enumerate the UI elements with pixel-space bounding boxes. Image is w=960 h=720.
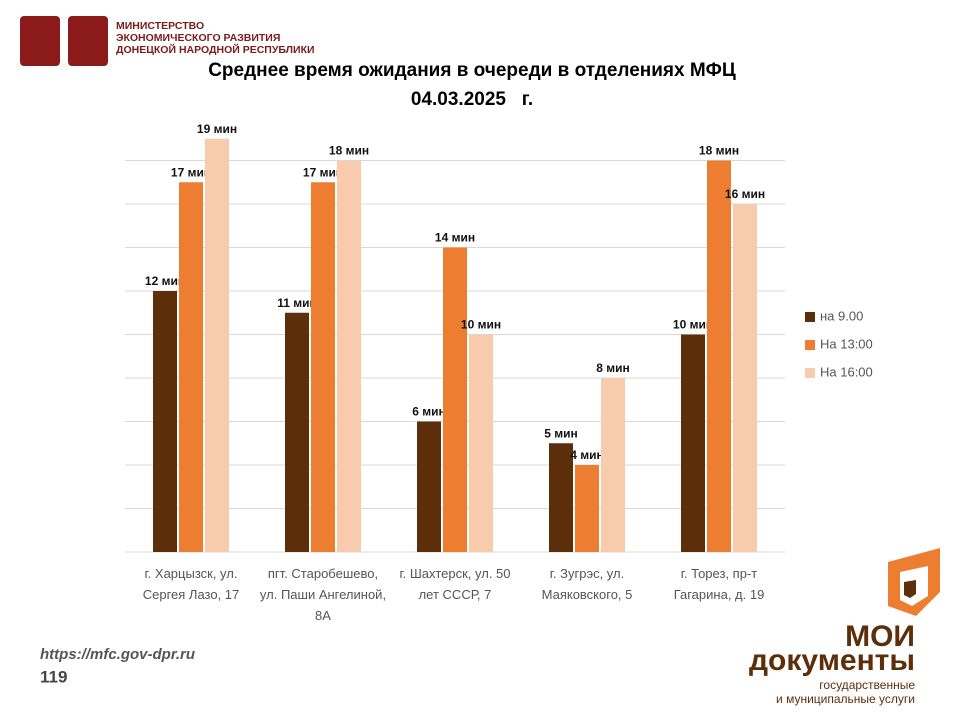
data-label: 8 мин (596, 361, 630, 375)
data-label: 4 мин (570, 448, 604, 462)
footer-url: https://mfc.gov-dpr.ru (40, 646, 195, 663)
data-label: 5 мин (544, 426, 578, 440)
data-label: 14 мин (435, 231, 475, 245)
data-label: 16 мин (725, 187, 765, 201)
page-number: 119 (40, 667, 67, 686)
data-label: 18 мин (699, 144, 739, 158)
bar (443, 247, 467, 552)
data-label: 11 мин (277, 296, 317, 310)
data-label: 17 мин (171, 165, 211, 179)
bar (707, 160, 731, 552)
legend-label: На 16:00 (820, 364, 873, 379)
bar (153, 291, 177, 552)
x-tick-label: пгт. Старобешево, ул. Паши Ангелиной, 8А (259, 566, 387, 623)
bar (179, 182, 203, 552)
bar (417, 421, 441, 552)
bar (469, 334, 493, 552)
emblem (68, 16, 108, 66)
bar (575, 465, 599, 552)
data-label: 19 мин (197, 122, 237, 136)
bar (681, 334, 705, 552)
legend-swatch (805, 340, 815, 350)
header-line: ЭКОНОМИЧЕСКОГО РАЗВИТИЯ (116, 32, 280, 44)
legend-swatch (805, 312, 815, 322)
x-tick-label: г. Зугрэс, ул. Маяковского, 5 (541, 566, 633, 602)
header-line: МИНИСТЕРСТВО (116, 20, 204, 32)
bar (733, 204, 757, 552)
data-label: 17 мин (303, 165, 343, 179)
legend-label: на 9.00 (820, 308, 863, 323)
logo-text: МОИ (845, 620, 915, 653)
logo-text: и муниципальные услуги (776, 692, 915, 706)
chart-subtitle: 04.03.2025 г. (411, 89, 533, 110)
data-label: 18 мин (329, 144, 369, 158)
legend-label: На 13:00 (820, 336, 873, 351)
bar (205, 138, 229, 552)
logo-text: государственные (819, 678, 915, 692)
bar (337, 160, 361, 552)
data-label: 6 мин (412, 405, 446, 419)
x-tick-label: г. Харцызск, ул. Сергея Лазо, 17 (142, 566, 240, 602)
emblem (20, 16, 60, 66)
data-label: 10 мин (673, 318, 713, 332)
data-label: 10 мин (461, 318, 501, 332)
bar (549, 443, 573, 552)
bar (601, 378, 625, 552)
bar (285, 312, 309, 552)
bar (311, 182, 335, 552)
legend-swatch (805, 368, 815, 378)
x-tick-label: г. Торез, пр-т Гагарина, д. 19 (673, 566, 765, 602)
data-label: 12 мин (145, 274, 185, 288)
x-tick-label: г. Шахтерск, ул. 50 лет СССР, 7 (399, 566, 511, 602)
logo-shape (904, 580, 916, 598)
logo-text: документы (749, 644, 915, 677)
header-line: ДОНЕЦКОЙ НАРОДНОЙ РЕСПУБЛИКИ (116, 43, 315, 56)
chart-title: Среднее время ожидания в очереди в отдел… (208, 60, 736, 81)
